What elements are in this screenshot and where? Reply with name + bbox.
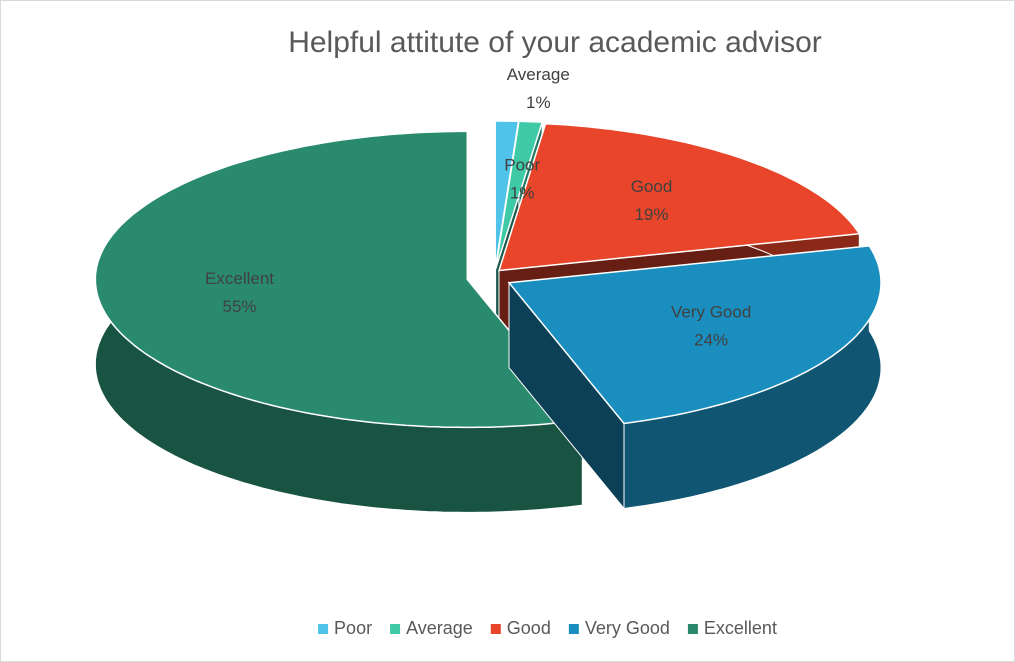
data-label-name: Very Good [671, 302, 751, 321]
legend: Poor Average Good Very Good Excellent [318, 618, 777, 638]
legend-swatch [318, 624, 329, 634]
data-label-name: Average [507, 65, 570, 84]
legend-swatch [687, 624, 698, 634]
slice [507, 244, 882, 510]
slice-top [497, 122, 861, 272]
legend-label: Poor [334, 618, 372, 638]
legend-label: Excellent [704, 618, 777, 638]
data-label-name: Good [631, 177, 673, 196]
slice-top [94, 130, 584, 429]
data-label-value: 1% [510, 184, 535, 203]
data-label-value: 19% [634, 205, 668, 224]
legend-swatch [490, 624, 501, 634]
data-label-name: Poor [504, 156, 540, 175]
chart-title: Helpful attitute of your academic adviso… [288, 26, 822, 59]
legend-label: Very Good [585, 618, 670, 638]
slice [94, 130, 584, 513]
data-label-value: 1% [526, 93, 551, 112]
data-label-name: Excellent [205, 269, 274, 288]
legend-label: Average [406, 618, 473, 638]
slice-top [507, 245, 882, 425]
slice-top [494, 120, 544, 270]
legend-swatch [568, 624, 579, 634]
legend-label: Good [507, 618, 551, 638]
data-label-value: 24% [694, 330, 728, 349]
data-label-value: 55% [223, 297, 257, 316]
legend-swatch [390, 624, 401, 634]
